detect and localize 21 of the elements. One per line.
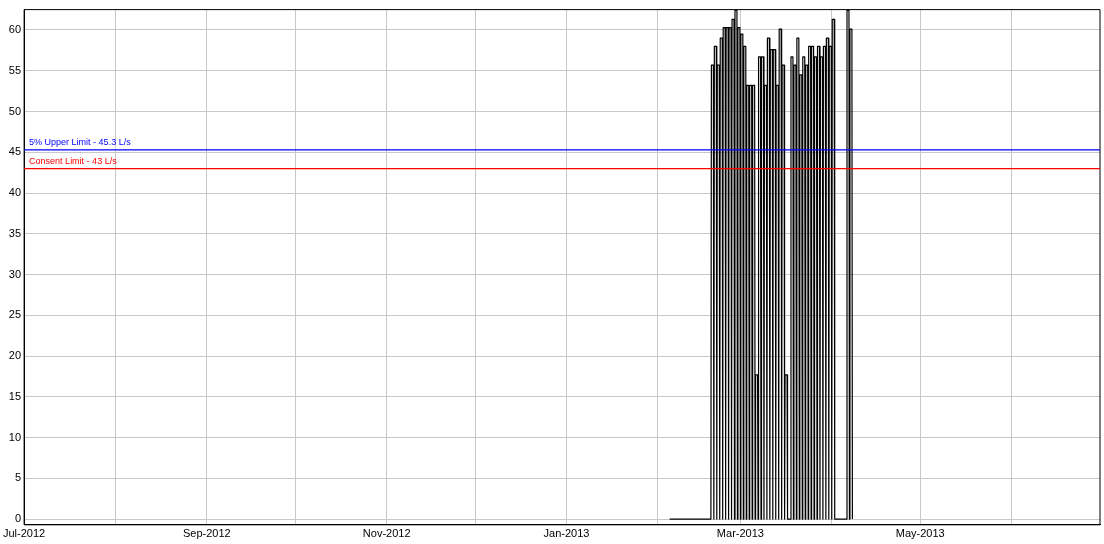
y-tick-label: 55 (8, 63, 22, 76)
y-tick-label: 35 (8, 226, 22, 239)
y-tick-label: 0 (14, 512, 22, 525)
y-tick-label: 60 (8, 23, 22, 36)
x-tick-label: Jul-2012 (3, 527, 46, 540)
x-tick-label: Sep-2012 (182, 527, 231, 540)
y-tick-label: 40 (8, 186, 22, 199)
x-tick-label: Nov-2012 (362, 527, 411, 540)
y-tick-label: 45 (8, 145, 22, 158)
y-tick-label: 30 (8, 267, 22, 280)
x-tick-label: Mar-2013 (716, 527, 764, 540)
y-tick-label: 50 (8, 104, 22, 117)
x-tick-label: May-2013 (895, 527, 945, 540)
y-tick-label: 15 (8, 389, 22, 402)
ref-line-label: 5% Upper Limit - 45.3 L/s (29, 136, 132, 147)
y-tick-label: 10 (8, 430, 22, 443)
y-tick-label: 20 (8, 349, 22, 362)
y-tick-label: 5 (14, 471, 22, 484)
y-tick-label: 25 (8, 308, 22, 321)
x-tick-label: Jan-2013 (543, 527, 590, 540)
ref-line-label: Consent Limit - 43 L/s (29, 155, 118, 166)
